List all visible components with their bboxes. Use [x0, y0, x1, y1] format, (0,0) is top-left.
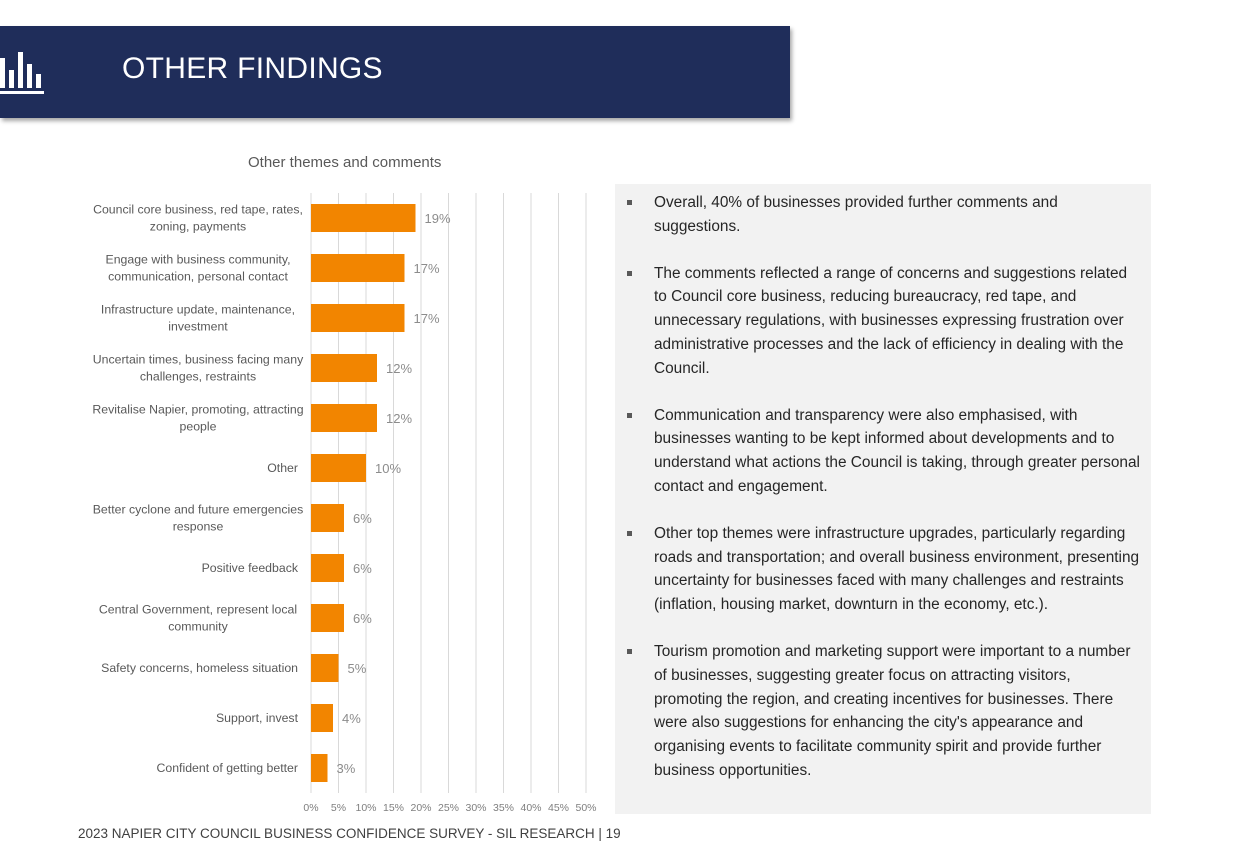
findings-bullet-text: The comments reflected a range of concer… — [654, 264, 1128, 377]
bar-chart-icon — [0, 52, 44, 94]
category-label: response — [173, 520, 224, 534]
bar — [311, 754, 328, 782]
findings-bullet-text: Communication and transparency were also… — [654, 406, 1140, 495]
bullet-marker-icon — [627, 412, 632, 418]
category-label: Council core business, red tape, rates, — [93, 203, 303, 217]
bar-value-label: 17% — [414, 311, 440, 326]
bar-value-label: 17% — [414, 261, 440, 276]
bullet-marker-icon — [627, 200, 632, 205]
bar — [311, 554, 344, 582]
category-label: Revitalise Napier, promoting, attracting — [92, 403, 303, 417]
bar — [311, 504, 344, 532]
bar-value-label: 6% — [353, 561, 372, 576]
bar — [311, 454, 366, 482]
x-tick-label: 35% — [493, 802, 514, 814]
bar — [311, 204, 416, 232]
category-label: Uncertain times, business facing many — [93, 353, 304, 367]
category-label: Engage with business community, — [106, 253, 291, 267]
findings-list: Overall, 40% of businesses provided furt… — [615, 191, 1151, 806]
bullet-marker-icon — [627, 648, 632, 654]
findings-bullet: Other top themes were infrastructure upg… — [615, 522, 1151, 617]
bar-value-label: 5% — [348, 661, 367, 676]
category-label: Infrastructure update, maintenance, — [101, 303, 295, 317]
bar — [311, 604, 344, 632]
category-label: communication, personal contact — [108, 270, 288, 284]
page-footer: 2023 NAPIER CITY COUNCIL BUSINESS CONFID… — [78, 826, 621, 841]
category-label: Better cyclone and future emergencies — [93, 503, 304, 517]
x-tick-label: 5% — [331, 802, 346, 814]
bar-value-label: 19% — [425, 211, 451, 226]
findings-bullet-text: Other top themes were infrastructure upg… — [654, 524, 1140, 614]
bar — [311, 404, 377, 432]
x-tick-label: 50% — [575, 802, 596, 814]
findings-bullet: Communication and transparency were also… — [615, 404, 1151, 499]
findings-bullet: Tourism promotion and marketing support … — [615, 640, 1151, 783]
x-tick-label: 0% — [303, 802, 318, 814]
category-label: Confident of getting better — [156, 761, 298, 775]
findings-bullet: The comments reflected a range of concer… — [615, 262, 1151, 381]
x-tick-label: 40% — [520, 802, 541, 814]
bar-chart: 0% 5% 10% 15% 20% 25% 30% 35% 40% 45% 50% 19% Counci… — [92, 193, 597, 814]
bar-value-label: 6% — [353, 611, 372, 626]
bullet-marker-icon — [627, 530, 632, 536]
x-tick-label: 15% — [383, 802, 404, 814]
bar — [311, 304, 405, 332]
page-title: OTHER FINDINGS — [122, 52, 383, 85]
bar-value-label: 6% — [353, 511, 372, 526]
category-label: zoning, payments — [150, 220, 246, 234]
x-tick-label: 30% — [465, 802, 486, 814]
bar-value-label: 4% — [342, 711, 361, 726]
category-label: Central Government, represent local — [99, 603, 297, 617]
category-label: investment — [168, 320, 228, 334]
findings-bullet-text: Tourism promotion and marketing support … — [654, 642, 1131, 779]
findings-bullet: Overall, 40% of businesses provided furt… — [615, 191, 1151, 239]
bar-value-label: 3% — [337, 761, 356, 776]
chart-title: Other themes and comments — [248, 154, 442, 171]
findings-bullet-text: Overall, 40% of businesses provided furt… — [654, 194, 1058, 235]
category-label: challenges, restraints — [140, 370, 256, 384]
bar-value-label: 12% — [386, 361, 412, 376]
category-label: Other — [267, 461, 298, 475]
x-tick-label: 10% — [355, 802, 376, 814]
bar-value-label: 10% — [375, 461, 401, 476]
bar — [311, 654, 339, 682]
findings-panel: Overall, 40% of businesses provided furt… — [615, 184, 1151, 814]
bar-value-label: 12% — [386, 411, 412, 426]
x-tick-label: 20% — [410, 802, 431, 814]
x-tick-label: 25% — [438, 802, 459, 814]
bar — [311, 354, 377, 382]
category-label: people — [180, 420, 217, 434]
bullet-marker-icon — [627, 270, 632, 276]
category-label: Positive feedback — [202, 561, 299, 575]
header-banner: OTHER FINDINGS — [0, 26, 790, 118]
x-tick-label: 45% — [548, 802, 569, 814]
category-label: Safety concerns, homeless situation — [101, 661, 298, 675]
category-label: community — [168, 620, 228, 634]
bar — [311, 254, 405, 282]
bar — [311, 704, 333, 732]
category-label: Support, invest — [216, 711, 299, 725]
